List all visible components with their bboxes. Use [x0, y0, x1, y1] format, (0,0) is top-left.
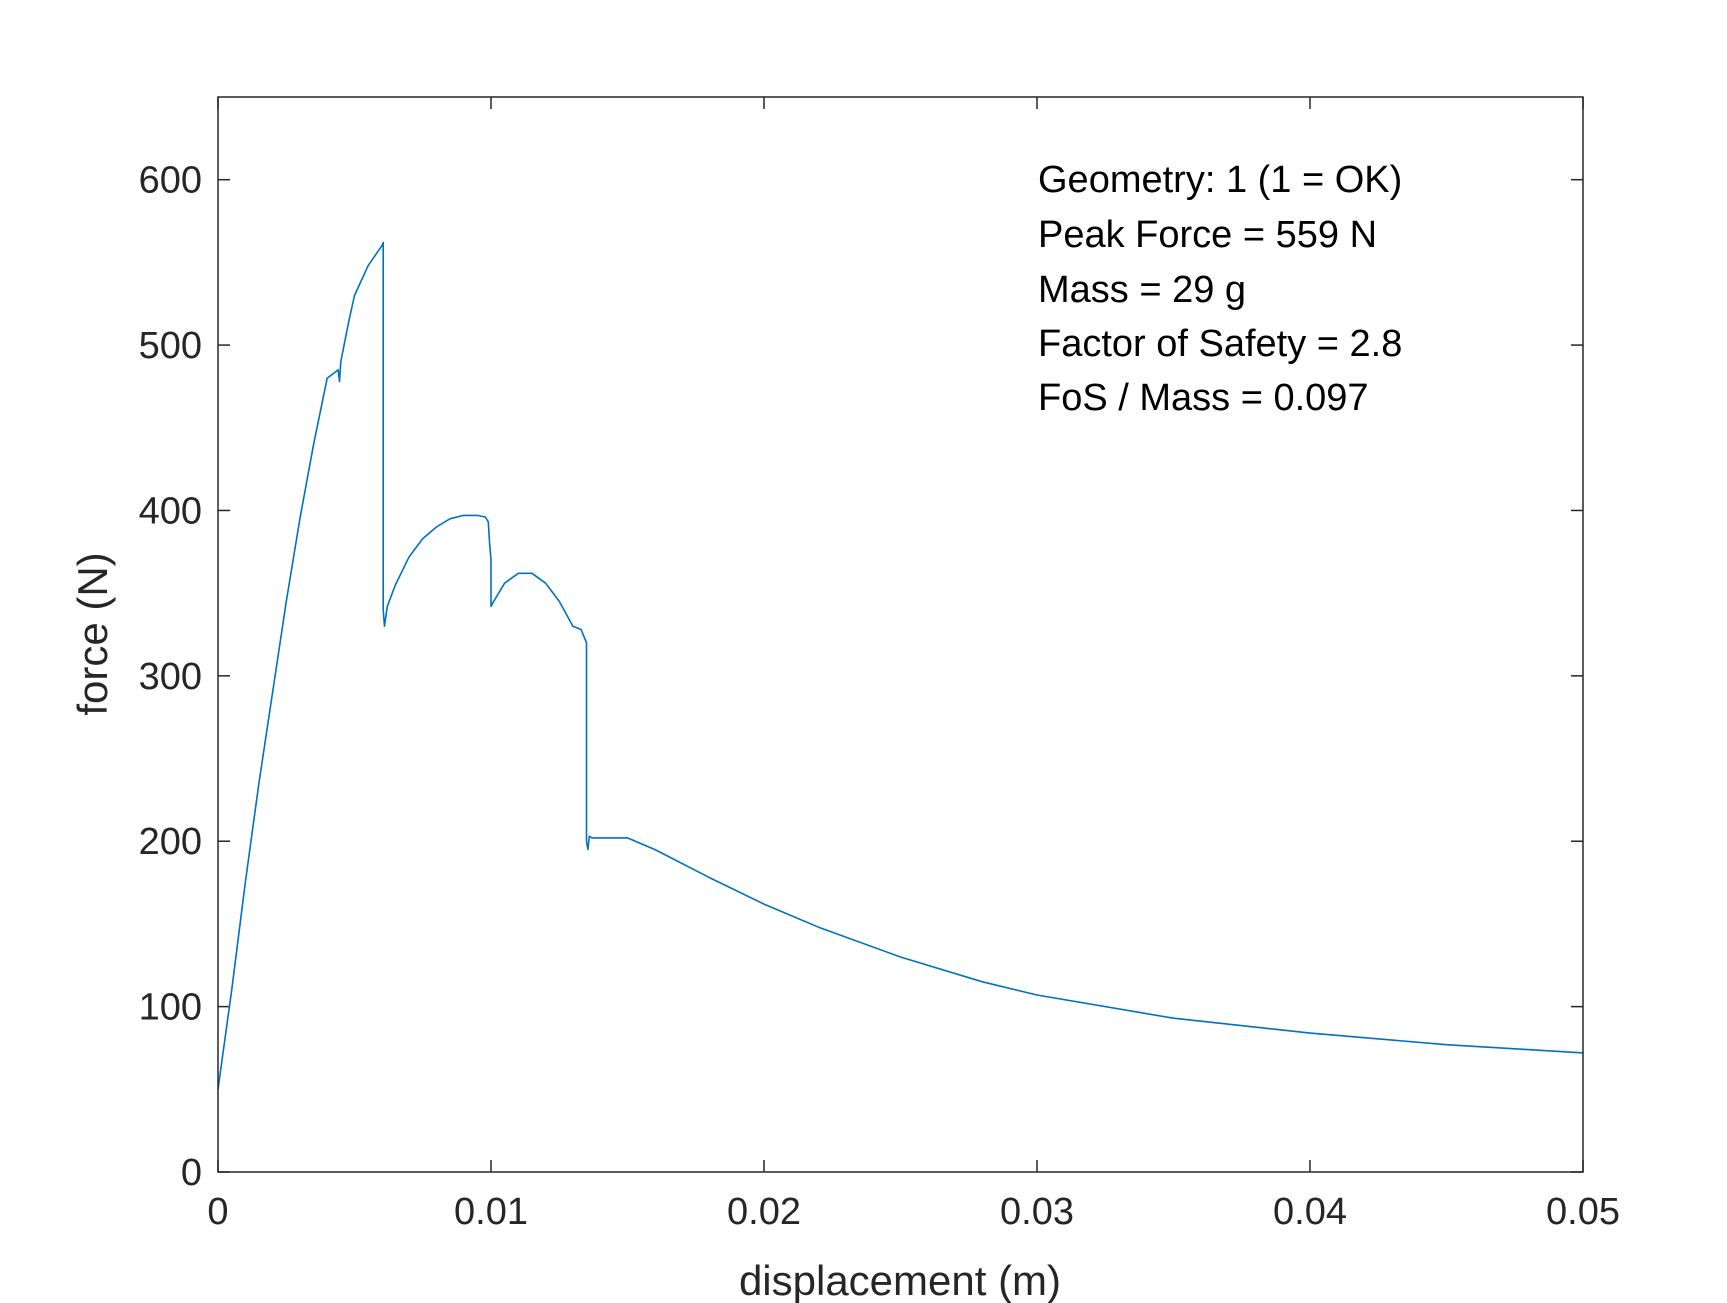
annotation-factor-of-safety: Factor of Safety = 2.8: [1038, 323, 1402, 365]
y-tick-label: 600: [139, 160, 202, 202]
y-tick-label: 200: [139, 821, 202, 863]
x-axis-label: displacement (m): [739, 1257, 1061, 1303]
annotation-peak-force: Peak Force = 559 N: [1038, 214, 1377, 256]
x-tick-label: 0.02: [727, 1191, 801, 1233]
force-displacement-line: [217, 241, 1584, 1090]
annotation-mass: Mass = 29 g: [1038, 269, 1246, 311]
x-tick-labels: 0 0.01 0.02 0.03 0.04 0.05: [207, 1191, 1620, 1233]
y-tick-label: 0: [181, 1152, 202, 1194]
y-tick-label: 300: [139, 656, 202, 698]
y-tick-label: 400: [139, 490, 202, 532]
annotation-fos-per-mass: FoS / Mass = 0.097: [1038, 377, 1369, 419]
x-tick-label: 0.04: [1273, 1191, 1347, 1233]
y-tick-label: 500: [139, 325, 202, 367]
axes-box: [217, 96, 1584, 1173]
annotation-box: Geometry: 1 (1 = OK) Peak Force = 559 N …: [1038, 159, 1402, 419]
plot-area: [218, 97, 1583, 1172]
x-tick-label: 0.01: [454, 1191, 528, 1233]
y-tick-label: 100: [139, 987, 202, 1029]
x-tick-label: 0: [207, 1191, 228, 1233]
y-axis-label: force (N): [69, 552, 116, 715]
x-tick-label: 0.05: [1546, 1191, 1620, 1233]
annotation-geometry: Geometry: 1 (1 = OK): [1038, 159, 1402, 201]
y-tick-labels: 0 100 200 300 400 500 600: [139, 160, 202, 1194]
x-tick-label: 0.03: [1000, 1191, 1074, 1233]
